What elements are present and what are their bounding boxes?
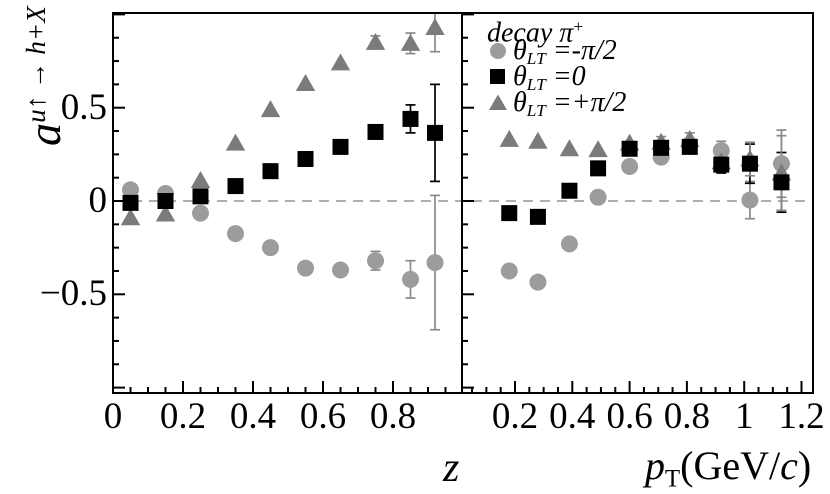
- marker-square: [157, 193, 174, 209]
- marker-square: [297, 151, 314, 168]
- marker-triangle: [155, 204, 176, 222]
- marker-circle: [332, 261, 349, 279]
- marker-square: [529, 208, 546, 225]
- marker-triangle: [559, 139, 580, 157]
- marker-square: [621, 140, 638, 157]
- marker-square: [332, 138, 349, 155]
- marker-square: [227, 178, 244, 195]
- legend-marker-square: [490, 69, 505, 84]
- marker-square: [590, 160, 607, 177]
- legend-marker-circle: [490, 43, 506, 59]
- marker-triangle: [330, 53, 351, 71]
- marker-square: [741, 155, 758, 172]
- marker-square: [773, 174, 790, 191]
- marker-circle: [712, 142, 730, 160]
- marker-circle: [367, 252, 384, 270]
- marker-circle: [122, 181, 139, 199]
- marker-triangle: [260, 100, 281, 118]
- marker-square: [367, 123, 384, 140]
- marker-triangle: [365, 32, 386, 50]
- marker-circle: [192, 204, 209, 222]
- marker-square: [192, 188, 209, 205]
- legend-marker-triangle: [489, 94, 507, 110]
- marker-circle: [297, 259, 314, 277]
- marker-circle: [589, 188, 607, 206]
- marker-triangle: [499, 129, 519, 147]
- marker-square: [402, 110, 419, 127]
- marker-square: [427, 124, 443, 141]
- marker-square: [262, 163, 279, 180]
- marker-circle: [426, 254, 444, 272]
- marker-triangle: [295, 73, 316, 91]
- marker-triangle: [225, 133, 246, 151]
- marker-triangle: [588, 140, 608, 158]
- marker-circle: [529, 273, 547, 291]
- marker-triangle: [190, 170, 211, 188]
- marker-circle: [402, 270, 419, 288]
- marker-circle: [227, 225, 244, 243]
- marker-triangle: [120, 208, 141, 226]
- marker-square: [653, 139, 670, 156]
- marker-circle: [560, 235, 578, 253]
- marker-square: [681, 138, 698, 155]
- marker-circle: [621, 157, 639, 175]
- marker-square: [501, 205, 518, 222]
- marker-triangle: [425, 17, 445, 35]
- marker-triangle: [528, 131, 548, 149]
- marker-circle: [262, 239, 279, 257]
- marker-square: [561, 182, 578, 199]
- marker-triangle: [400, 33, 421, 51]
- marker-square: [713, 156, 730, 173]
- marker-circle: [741, 191, 759, 209]
- marker-square: [122, 194, 139, 211]
- marker-circle: [500, 262, 518, 280]
